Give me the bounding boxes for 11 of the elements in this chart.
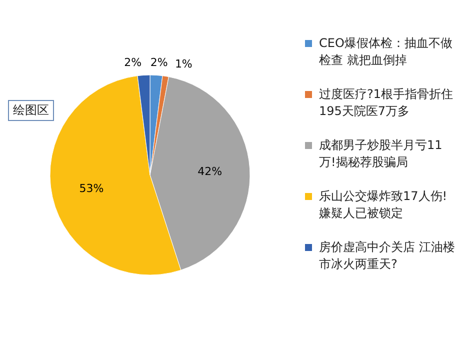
legend-label: 房价虚高中介关店 江油楼市冰火两重天? xyxy=(319,240,455,271)
data-label: 53% xyxy=(79,182,104,196)
text: 绘图区 xyxy=(8,100,54,121)
data-label: 2% xyxy=(150,56,168,70)
data-label: 42% xyxy=(198,165,222,178)
legend-label: CEO爆假体检：抽血不做检查 就把血倒掉 xyxy=(319,36,452,67)
legend-label: 乐山公交爆炸致17人伤!嫌疑人已被锁定 xyxy=(319,189,448,220)
data-label: 1% xyxy=(174,57,192,70)
legend-label: 过度医疗?1根手指骨折住195天院医7万多 xyxy=(319,87,454,118)
legend-label: 成都男子炒股半月亏11万!揭秘荐股骗局 xyxy=(319,138,442,169)
data-label: 2% xyxy=(124,56,142,70)
